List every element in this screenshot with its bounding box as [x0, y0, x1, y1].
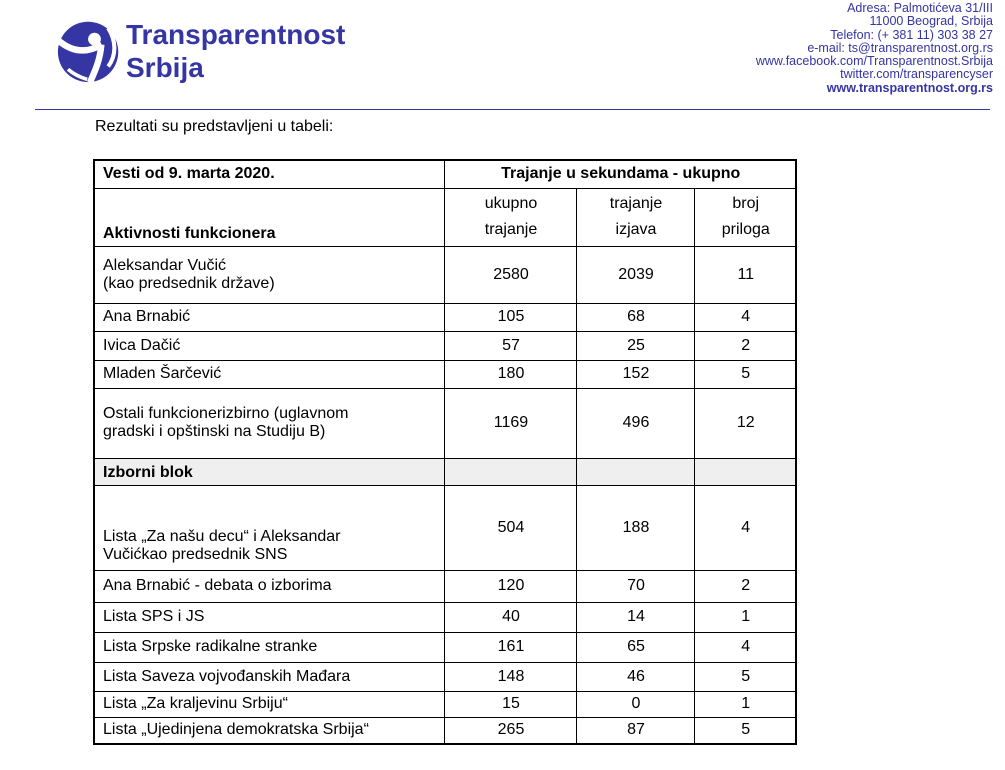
letterhead: Transparentnost Srbija Adresa: Palmotiće…	[0, 0, 1005, 100]
row-label: Lista „Za kraljevinu Srbiju“	[93, 690, 445, 718]
table-row: Lista „Za kraljevinu Srbiju“ 15 0 1	[93, 690, 797, 718]
cell-trajanje-izjava: 496	[575, 387, 695, 459]
cell-trajanje-izjava: 68	[575, 302, 695, 332]
cell-broj-priloga: 5	[693, 716, 797, 745]
table-row: Lista „Ujedinjena demokratska Srbija“ 26…	[93, 716, 797, 745]
table-row: Ana Brnabić 105 68 4	[93, 302, 797, 332]
cell-ukupno-trajanje: 2580	[443, 245, 577, 304]
table-row: Aleksandar Vučić (kao predsednik države)…	[93, 245, 797, 304]
empty-cell	[443, 457, 577, 486]
row-header-label: Aktivnosti funkcionera	[93, 187, 445, 247]
empty-cell	[693, 457, 797, 486]
row-label: Lista Saveza vojvođanskih Mađara	[93, 661, 445, 692]
row-label: Lista „Za našu decu“ i Aleksandar Vučićk…	[93, 484, 445, 571]
row-label: Aleksandar Vučić (kao predsednik države)	[93, 245, 445, 304]
cell-broj-priloga: 12	[693, 387, 797, 459]
table-row: Ostali funkcionerizbirno (uglavnom grads…	[93, 387, 797, 459]
contact-phone: Telefon: (+ 381 11) 303 38 27	[830, 27, 993, 42]
row-label: Mladen Šarčević	[93, 359, 445, 389]
cell-ukupno-trajanje: 161	[443, 631, 577, 663]
cell-trajanje-izjava: 152	[575, 359, 695, 389]
table-row: Lista SPS i JS 40 14 1	[93, 601, 797, 633]
cell-trajanje-izjava: 70	[575, 569, 695, 603]
cell-ukupno-trajanje: 1169	[443, 387, 577, 459]
cell-trajanje-izjava: 65	[575, 631, 695, 663]
row-label: Ostali funkcionerizbirno (uglavnom grads…	[93, 387, 445, 459]
contact-address-line2: 11000 Beograd, Srbija	[869, 14, 993, 29]
table-header-row-2: Aktivnosti funkcionera ukupno trajanje t…	[93, 187, 797, 247]
cell-ukupno-trajanje: 180	[443, 359, 577, 389]
logo-title-line2: Srbija	[126, 52, 204, 83]
header-divider	[35, 109, 990, 110]
cell-broj-priloga: 1	[693, 601, 797, 633]
row-label: Ivica Dačić	[93, 330, 445, 361]
section-label: Izborni blok	[93, 457, 445, 486]
contact-twitter-link[interactable]: twitter.com/transparencyser	[840, 67, 993, 82]
intro-text: Rezultati su predstavljeni u tabeli:	[95, 118, 334, 135]
row-label: Ana Brnabić - debata o izborima	[93, 569, 445, 603]
cell-ukupno-trajanje: 504	[443, 484, 577, 571]
column-header-line: priloga	[721, 221, 770, 238]
cell-trajanje-izjava: 188	[575, 484, 695, 571]
column-header-line: trajanje	[609, 195, 663, 212]
column-header-trajanje-izjava: trajanje izjava	[575, 187, 695, 247]
cell-broj-priloga: 5	[693, 359, 797, 389]
column-header-line: izjava	[615, 221, 657, 238]
cell-broj-priloga: 4	[693, 484, 797, 571]
cell-ukupno-trajanje: 148	[443, 661, 577, 692]
column-header-line: ukupno	[484, 195, 538, 212]
column-header-ukupno-trajanje: ukupno trajanje	[443, 187, 577, 247]
cell-trajanje-izjava: 14	[575, 601, 695, 633]
contact-info: Adresa: Palmotićeva 31/III 11000 Beograd…	[755, 1, 993, 95]
table-row: Mladen Šarčević 180 152 5	[93, 359, 797, 389]
cell-trajanje-izjava: 87	[575, 716, 695, 745]
cell-trajanje-izjava: 25	[575, 330, 695, 361]
cell-broj-priloga: 2	[693, 569, 797, 603]
cell-broj-priloga: 11	[693, 245, 797, 304]
table-title: Vesti od 9. marta 2020.	[93, 159, 445, 189]
contact-facebook-link[interactable]: www.facebook.com/Transparentnost.Srbija	[755, 54, 993, 69]
table-group-header: Trajanje u sekundama - ukupno	[443, 159, 797, 189]
cell-ukupno-trajanje: 57	[443, 330, 577, 361]
cell-broj-priloga: 1	[693, 690, 797, 718]
table-header-row-1: Vesti od 9. marta 2020. Trajanje u sekun…	[93, 159, 797, 189]
table-row: Ivica Dačić 57 25 2	[93, 330, 797, 361]
cell-ukupno-trajanje: 105	[443, 302, 577, 332]
cell-broj-priloga: 4	[693, 302, 797, 332]
row-label-line: Aleksandar Vučić	[103, 256, 227, 274]
cell-trajanje-izjava: 0	[575, 690, 695, 718]
row-label: Lista „Ujedinjena demokratska Srbija“	[93, 716, 445, 745]
results-table: Vesti od 9. marta 2020. Trajanje u sekun…	[93, 159, 797, 745]
table-row: Lista Saveza vojvođanskih Mađara 148 46 …	[93, 661, 797, 692]
contact-website-link[interactable]: www.transparentnost.org.rs	[826, 80, 993, 95]
column-header-broj-priloga: broj priloga	[693, 187, 797, 247]
cell-ukupno-trajanje: 265	[443, 716, 577, 745]
contact-email-link[interactable]: e-mail: ts@transparentnost.org.rs	[807, 40, 993, 55]
cell-ukupno-trajanje: 40	[443, 601, 577, 633]
cell-ukupno-trajanje: 15	[443, 690, 577, 718]
document-page: Transparentnost Srbija Adresa: Palmotiće…	[0, 0, 1005, 745]
empty-cell	[575, 457, 695, 486]
logo: Transparentnost Srbija	[57, 16, 345, 86]
row-label: Lista SPS i JS	[93, 601, 445, 633]
row-label-line: (kao predsednik države)	[103, 274, 275, 292]
cell-broj-priloga: 2	[693, 330, 797, 361]
logo-title: Transparentnost Srbija	[126, 18, 345, 84]
table-row: Ana Brnabić - debata o izborima 120 70 2	[93, 569, 797, 603]
section-header-row: Izborni blok	[93, 457, 797, 486]
transparency-globe-icon	[57, 21, 119, 84]
cell-trajanje-izjava: 2039	[575, 245, 695, 304]
row-label: Lista Srpske radikalne stranke	[93, 631, 445, 663]
row-label: Ana Brnabić	[93, 302, 445, 332]
logo-title-line1: Transparentnost	[126, 19, 346, 50]
column-header-line: trajanje	[484, 221, 538, 238]
cell-trajanje-izjava: 46	[575, 661, 695, 692]
contact-address-line1: Adresa: Palmotićeva 31/III	[847, 1, 993, 15]
cell-broj-priloga: 4	[693, 631, 797, 663]
column-header-line: broj	[732, 195, 760, 212]
cell-ukupno-trajanje: 120	[443, 569, 577, 603]
table-row: Lista „Za našu decu“ i Aleksandar Vučićk…	[93, 484, 797, 571]
cell-broj-priloga: 5	[693, 661, 797, 692]
table-row: Lista Srpske radikalne stranke 161 65 4	[93, 631, 797, 663]
